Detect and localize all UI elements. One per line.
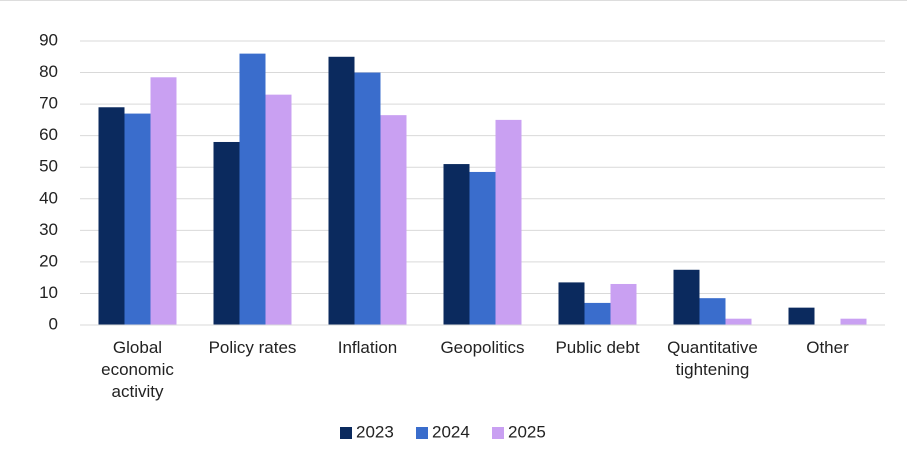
- y-tick-label: 90: [39, 30, 58, 49]
- x-tick-label: Geopolitics: [440, 338, 525, 357]
- bar: [150, 77, 177, 326]
- bar: [788, 307, 815, 325]
- bar: [558, 282, 585, 325]
- legend-label: 2024: [432, 422, 470, 441]
- y-tick-label: 40: [39, 188, 58, 207]
- bar: [610, 283, 637, 325]
- legend-swatch: [416, 427, 428, 439]
- bar: [443, 164, 470, 325]
- bar: [328, 56, 355, 326]
- y-tick-label: 60: [39, 125, 58, 144]
- legend-swatch: [492, 427, 504, 439]
- bar: [495, 119, 522, 325]
- bar: [725, 318, 752, 325]
- bar: [699, 298, 726, 325]
- bar: [380, 115, 407, 326]
- bar: [584, 302, 611, 325]
- x-tick-label: Inflation: [337, 338, 398, 357]
- y-tick-label: 50: [39, 157, 58, 176]
- y-tick-label: 30: [39, 220, 58, 239]
- bar: [673, 269, 700, 325]
- bar: [98, 107, 125, 326]
- bar: [265, 94, 292, 326]
- x-tick-label: Public debt: [555, 338, 640, 357]
- bar: [840, 318, 867, 325]
- x-tick-label: Quantitative tightening: [667, 338, 758, 379]
- y-tick-label: 20: [39, 251, 58, 270]
- bar: [354, 72, 381, 325]
- bar: [469, 171, 496, 325]
- x-tick-label: Policy rates: [208, 338, 297, 357]
- y-tick-label: 80: [39, 62, 58, 81]
- x-tick-label: Other: [806, 338, 849, 357]
- bar: [124, 113, 151, 325]
- legend-swatch: [340, 427, 352, 439]
- legend-label: 2023: [356, 422, 394, 441]
- y-tick-label: 0: [49, 314, 58, 333]
- bar: [213, 141, 240, 325]
- legend-label: 2025: [508, 422, 546, 441]
- bar: [239, 53, 266, 325]
- x-tick-label: Global economic activity: [101, 338, 174, 401]
- y-tick-label: 70: [39, 94, 58, 113]
- y-tick-label: 10: [39, 283, 58, 302]
